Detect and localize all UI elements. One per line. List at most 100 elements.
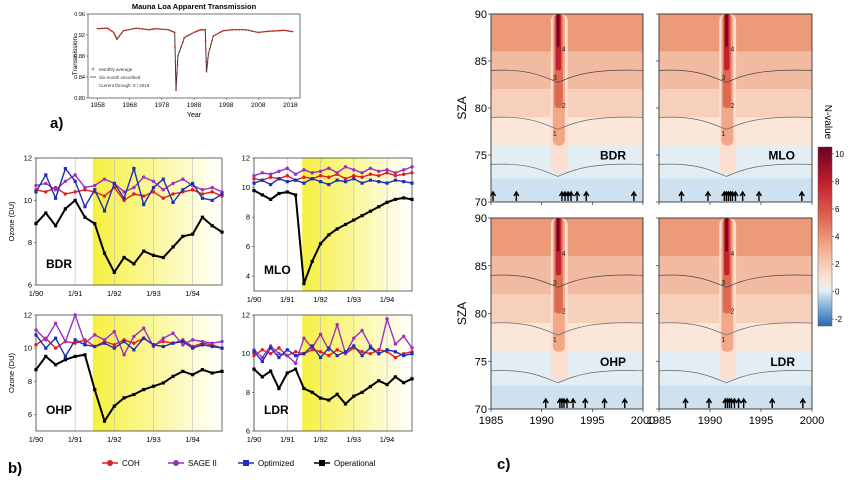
x-tick-label: 1/93	[146, 435, 161, 444]
contour-band	[659, 178, 812, 202]
legend-label: Optimized	[258, 459, 294, 468]
y-tick-label: 80	[475, 103, 487, 115]
data-point	[377, 379, 381, 383]
legend-marker-monthly	[91, 67, 95, 71]
contour-band	[491, 178, 643, 202]
colorbar-tick-label: 2	[835, 260, 840, 269]
monthly-point	[183, 36, 186, 39]
colorbar-tick-label: 6	[835, 205, 840, 214]
observation-arrow	[735, 397, 742, 408]
data-point	[277, 346, 281, 350]
panel-label-b: b)	[8, 460, 22, 477]
observation-arrow	[755, 190, 763, 201]
y-tick-label: 6	[28, 281, 32, 290]
data-point	[122, 339, 126, 344]
data-point	[112, 346, 116, 350]
data-point	[343, 402, 348, 406]
data-point	[293, 350, 298, 354]
data-point	[132, 262, 136, 266]
data-point	[293, 178, 298, 182]
contour-line	[490, 69, 644, 83]
contour-label: 3	[721, 75, 725, 82]
data-point	[210, 344, 214, 349]
data-point	[141, 175, 146, 179]
x-tick-label: 1/94	[380, 435, 395, 444]
data-point	[102, 338, 107, 342]
colorbar-tick-label: 8	[835, 177, 840, 186]
monthly-point	[208, 48, 211, 50]
monthly-point	[170, 30, 173, 32]
x-tick-label: 1995	[580, 415, 604, 427]
panel-a-transmission: Mauna Loa Apparent Transmission 1958 1968 1…	[72, 2, 301, 119]
data-point	[269, 369, 273, 373]
data-point	[277, 169, 281, 173]
pinatubo-highlight	[92, 315, 222, 431]
monthly-point	[174, 45, 176, 48]
monthly-point	[281, 29, 284, 32]
monthly-point	[197, 29, 200, 32]
monthly-point	[96, 27, 99, 30]
monthly-point	[290, 30, 293, 33]
x-tick-label: 1/91	[280, 435, 295, 444]
data-point	[410, 181, 414, 185]
data-point	[285, 348, 289, 352]
y-tick-label: 12	[242, 311, 250, 320]
data-point	[277, 386, 281, 391]
y-tick-label: 8	[28, 238, 32, 247]
data-point	[260, 355, 265, 360]
x-tick-label: 1/94	[185, 289, 200, 298]
y-tick-label: 70	[475, 404, 487, 416]
data-point	[44, 346, 48, 350]
data-point	[161, 177, 165, 181]
data-point	[360, 214, 364, 218]
monthly-point	[152, 28, 155, 30]
data-point	[151, 253, 156, 257]
contour-label: 2	[562, 309, 566, 316]
y-tick-label: 8	[28, 377, 32, 386]
data-point	[377, 352, 381, 356]
aerosol-plume	[556, 218, 560, 252]
data-point	[252, 350, 256, 354]
data-point	[310, 171, 314, 175]
y-axis-label: Transmission	[72, 36, 79, 75]
data-point	[310, 259, 314, 264]
data-point	[343, 222, 348, 227]
y-tick-label: 0.96	[74, 12, 85, 18]
x-tick-label: 1/90	[247, 435, 262, 444]
data-point	[53, 224, 58, 228]
data-point	[252, 181, 256, 185]
data-point	[210, 190, 214, 194]
y-tick-label: 12	[24, 154, 32, 163]
data-point	[410, 165, 414, 169]
contour-label: 4	[562, 47, 566, 54]
data-point	[102, 209, 107, 213]
monthly-point	[175, 80, 178, 83]
data-point	[368, 166, 373, 171]
data-point	[368, 346, 373, 350]
data-point	[269, 197, 273, 201]
contour-line	[658, 322, 813, 336]
x-tick-label: 1/92	[107, 289, 122, 298]
x-axis-label: Year	[187, 112, 202, 119]
data-point	[191, 346, 195, 350]
monthly-point	[175, 89, 177, 92]
y-axis-label: Ozone (DU)	[7, 352, 16, 393]
data-point	[112, 404, 116, 408]
x-tick-label: 1985	[647, 415, 671, 427]
data-point	[318, 350, 323, 354]
data-point	[327, 233, 331, 237]
data-point	[327, 166, 331, 171]
data-point	[53, 188, 58, 192]
monthly-point	[244, 28, 247, 31]
monthly-point	[250, 30, 253, 32]
data-point	[210, 224, 214, 228]
data-point	[360, 390, 364, 394]
legend-label: Six-month smoothed	[99, 75, 141, 80]
monthly-point	[271, 30, 274, 32]
data-point	[132, 348, 136, 352]
contour-label: 4	[562, 251, 566, 258]
data-point	[200, 339, 205, 344]
data-point	[402, 196, 406, 200]
data-point	[73, 173, 77, 177]
